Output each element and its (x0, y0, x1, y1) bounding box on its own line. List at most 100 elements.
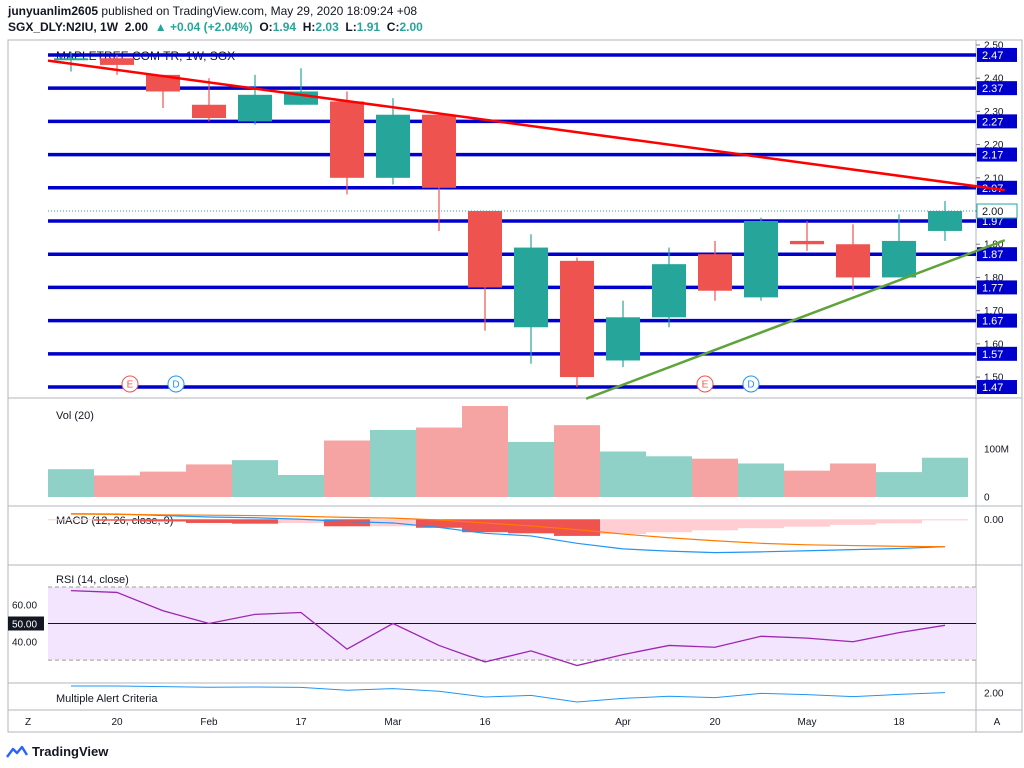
tradingview-brand: TradingView (32, 744, 109, 759)
volume-bar (508, 441, 554, 497)
volume-bar (278, 474, 324, 497)
rsi-line (70, 589, 946, 667)
volume-bar (462, 406, 508, 497)
close-value: 2.00 (399, 20, 423, 34)
last-price-label: 2.00 (982, 206, 1003, 218)
volume-bar (232, 460, 278, 497)
volume-bar (94, 475, 140, 497)
zoom-button: Z (25, 717, 31, 728)
volume-bar (600, 451, 646, 497)
rsi-tick-label: 50.00 (12, 620, 37, 631)
alert-axis-label: 2.00 (984, 689, 1004, 700)
level-label: 1.97 (982, 216, 1003, 228)
low-value: 1.91 (356, 20, 381, 34)
macd-histogram-bar (738, 519, 784, 529)
level-label-bg (977, 180, 1017, 195)
tradingview-logo[interactable]: TradingView (6, 744, 108, 759)
candle-down (330, 101, 364, 178)
candle-down (422, 114, 456, 188)
rsi-tick-label: 40.00 (12, 637, 37, 648)
macd-histogram-bar (784, 519, 830, 527)
high-label: H: (302, 20, 316, 34)
resistance-trendline (47, 59, 1005, 192)
rsi-current-label-bg (8, 616, 44, 631)
time-tick-label: May (798, 717, 817, 728)
alert-title: Multiple Alert Criteria (56, 693, 158, 705)
level-label-bg (977, 81, 1017, 96)
volume-bar (48, 469, 94, 497)
earnings-marker-label: E (127, 380, 134, 391)
volume-bar (922, 457, 968, 497)
candle-down (468, 211, 502, 288)
candle-down (836, 244, 870, 278)
rsi-title: RSI (14, close) (56, 574, 129, 586)
last-price-label-bg (976, 203, 1018, 219)
macd-histogram-bar (922, 519, 968, 521)
earnings-marker (696, 375, 714, 393)
candle-up (652, 264, 686, 318)
candle-down (100, 58, 134, 65)
volume-tick-label: 0 (984, 493, 990, 504)
dividend-marker-label: D (172, 380, 179, 391)
time-tick-label: 16 (479, 717, 491, 728)
macd-histogram-bar (554, 519, 600, 536)
support-trendline (585, 239, 1006, 400)
volume-tick-label: 100M (984, 445, 1009, 456)
level-label-bg (977, 380, 1017, 395)
volume-bar (186, 464, 232, 497)
candle-down (192, 104, 226, 119)
volume-bar (416, 427, 462, 497)
level-label-bg (977, 280, 1017, 295)
volume-bar (692, 458, 738, 497)
time-tick-label: 18 (893, 717, 905, 728)
macd-histogram-bar (646, 519, 692, 533)
macd-histogram-bar (232, 519, 278, 524)
chart-canvas[interactable]: 2.502.402.302.202.102.001.901.801.701.60… (0, 0, 1024, 740)
auto-scale-button: A (994, 717, 1001, 728)
time-tick-label: 17 (295, 717, 307, 728)
time-tick-label: Feb (200, 717, 218, 728)
level-label: 1.67 (982, 316, 1003, 328)
macd-axis-label: 0.00 (984, 515, 1004, 526)
level-label: 2.17 (982, 150, 1003, 162)
price-tick-label: 2.30 (984, 107, 1004, 118)
open-label: O: (259, 20, 273, 34)
candle-down (560, 260, 594, 378)
chart-frame (7, 39, 1023, 733)
price-tick-label: 1.80 (984, 273, 1004, 284)
macd-histogram-bar (600, 519, 646, 535)
macd-histogram-bar (416, 519, 462, 528)
time-tick-label: Mar (384, 717, 402, 728)
candle-down (698, 254, 732, 291)
level-label: 1.47 (982, 382, 1003, 394)
earnings-marker-label: E (702, 380, 709, 391)
last-price: 2.00 (124, 20, 149, 34)
alert-line (71, 685, 946, 703)
macd-signal-line (70, 513, 946, 548)
volume-bar (324, 440, 370, 497)
candle-up (238, 94, 272, 122)
level-label-bg (977, 147, 1017, 162)
publisher-name[interactable]: junyuanlim2605 (8, 4, 99, 18)
price-change: ▲ +0.04 (+2.04%) (154, 20, 253, 34)
candle-up (514, 247, 548, 328)
volume-bar (830, 463, 876, 497)
earnings-marker (121, 375, 139, 393)
candle-up (882, 240, 916, 278)
level-label: 2.27 (982, 116, 1003, 128)
macd-histogram-bar (324, 519, 370, 527)
volume-bar (140, 471, 186, 497)
dividend-marker (742, 375, 760, 393)
rsi-tick-label: 60.00 (12, 601, 37, 612)
symbol-label[interactable]: SGX_DLY:N2IU, 1W (8, 20, 119, 34)
volume-bar (370, 429, 416, 497)
dividend-marker (167, 375, 185, 393)
level-label-bg (977, 114, 1017, 129)
time-tick-label: Apr (615, 717, 631, 728)
price-tick-label: 2.20 (984, 140, 1004, 151)
candle-down (790, 240, 824, 245)
level-label: 2.47 (982, 50, 1003, 62)
symbol-info: SGX_DLY:N2IU, 1W 2.00 ▲ +0.04 (+2.04%) O… (8, 20, 423, 34)
level-label: 1.87 (982, 249, 1003, 261)
dividend-marker-label: D (747, 380, 754, 391)
